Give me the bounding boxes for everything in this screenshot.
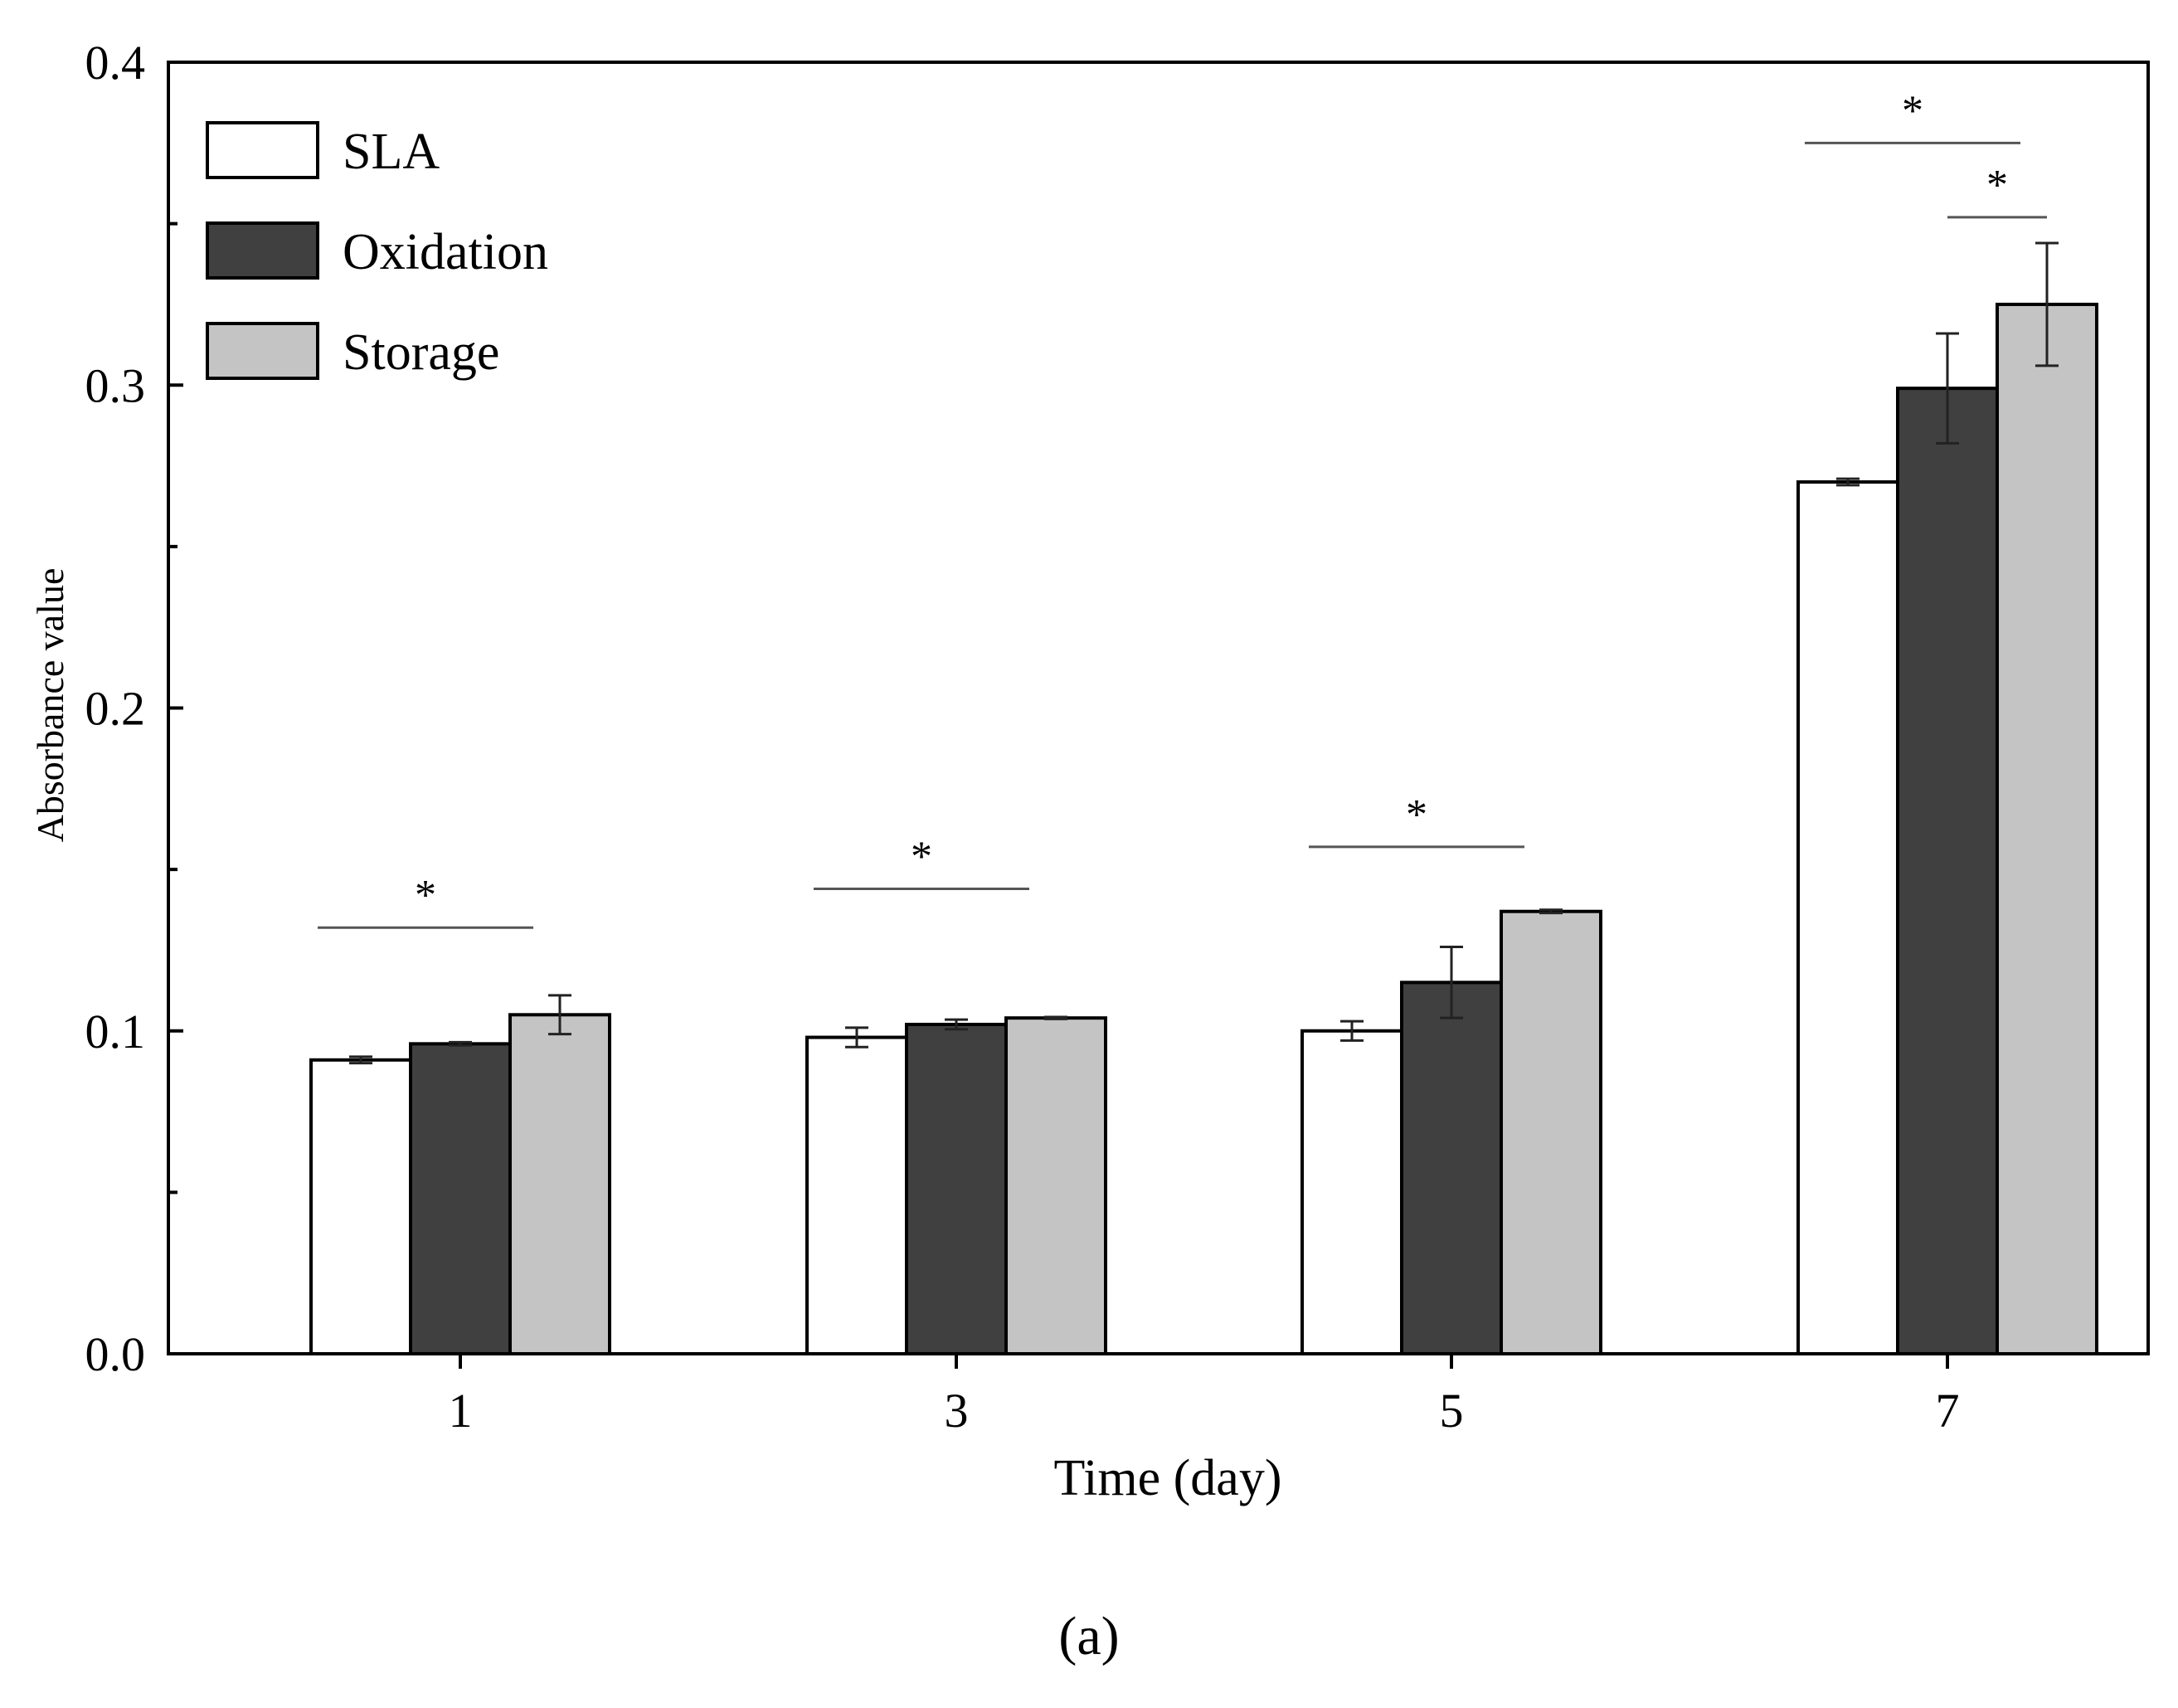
y-axis-label: Absorbance value <box>29 568 71 843</box>
legend-swatch-sla <box>206 121 319 179</box>
bar-oxidation-day-5 <box>1400 981 1503 1356</box>
legend-label-storage: Storage <box>343 324 499 381</box>
error-bars-group <box>349 241 2059 1065</box>
bar-oxidation-day-3 <box>905 1022 1008 1355</box>
y-tick-label-0.1: 0.1 <box>85 1005 146 1058</box>
bar-sla-day-1 <box>309 1058 412 1355</box>
y-tick-label-0.0: 0.0 <box>85 1327 146 1381</box>
legend-swatch-oxidation <box>206 221 319 280</box>
legend-label-sla: SLA <box>343 124 440 180</box>
bar-storage-day-3 <box>1004 1016 1107 1356</box>
bar-storage-day-7 <box>1996 302 2098 1355</box>
x-tick-label-7: 7 <box>1936 1384 1960 1438</box>
significance-star-3: * <box>1406 791 1427 839</box>
x-axis-label: Time (day) <box>1054 1450 1282 1506</box>
bar-sla-day-7 <box>1796 480 1899 1355</box>
bar-sla-day-3 <box>805 1035 908 1356</box>
significance-group: * * * * * <box>318 87 2047 929</box>
significance-star-2: * <box>911 833 932 880</box>
bar-storage-day-5 <box>1500 909 1602 1356</box>
y-tick-label-0.4: 0.4 <box>85 36 146 90</box>
y-tick-label-0.3: 0.3 <box>85 358 146 412</box>
bar-oxidation-day-7 <box>1896 387 1999 1356</box>
significance-star-5: * <box>1986 162 2008 209</box>
bar-sla-day-5 <box>1300 1029 1403 1355</box>
panel-label: (a) <box>1058 1606 1120 1667</box>
legend-swatch-storage <box>206 322 319 380</box>
legend: SLA Oxidation Storage <box>206 121 548 381</box>
significance-star-1: * <box>415 872 436 919</box>
significance-star-4: * <box>1902 87 1923 134</box>
bars-group <box>309 302 2098 1356</box>
bar-storage-day-1 <box>508 1013 611 1355</box>
x-tick-label-3: 3 <box>945 1384 969 1438</box>
y-tick-label-0.2: 0.2 <box>85 682 146 736</box>
axes-group: 0.0 0.1 0.2 0.3 0.4 1 3 5 7 <box>85 36 2150 1438</box>
bar-oxidation-day-1 <box>409 1042 512 1355</box>
x-tick-label-1: 1 <box>449 1384 473 1438</box>
x-tick-label-5: 5 <box>1440 1384 1464 1438</box>
legend-label-oxidation: Oxidation <box>343 224 548 280</box>
